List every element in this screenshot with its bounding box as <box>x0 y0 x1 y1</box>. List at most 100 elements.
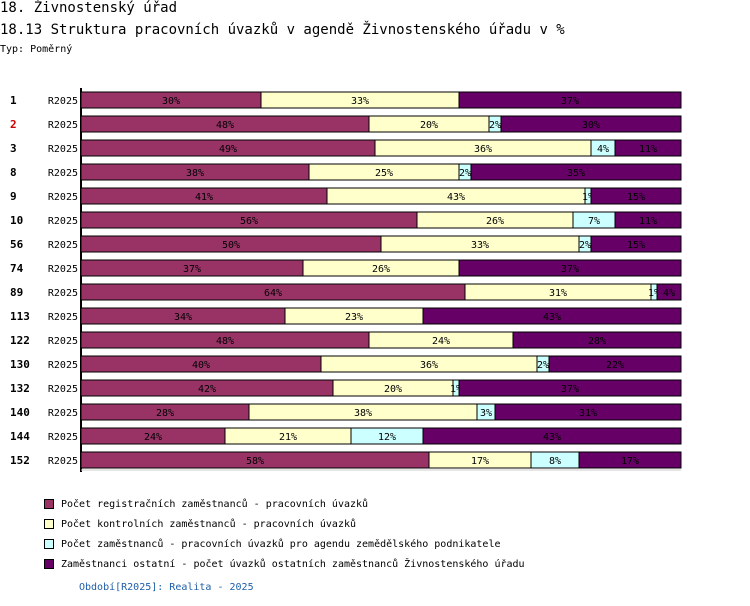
period-link[interactable]: Období[R2025]: Realita - 2025 <box>79 582 254 593</box>
data-label: 22% <box>606 360 624 371</box>
row-id-label: 3 <box>10 142 17 155</box>
data-label: 23% <box>345 312 363 323</box>
data-label: 50% <box>222 240 240 251</box>
bar-segment <box>458 259 682 277</box>
row-id-label: 140 <box>10 406 30 419</box>
data-label: 37% <box>561 384 579 395</box>
row-category-label: R2025 <box>48 264 78 275</box>
data-label: 26% <box>372 264 390 275</box>
legend-swatch <box>44 519 54 529</box>
data-label: 2% <box>489 120 501 131</box>
row-id-label: 2 <box>10 118 17 131</box>
data-label: 20% <box>420 120 438 131</box>
bar-segment <box>422 427 682 445</box>
row-category-label: R2025 <box>48 240 78 251</box>
row-id-label: 74 <box>10 262 24 275</box>
bar-segment <box>458 91 682 109</box>
data-label: 41% <box>195 192 213 203</box>
row-id-label: 144 <box>10 430 30 443</box>
data-label: 12% <box>378 432 396 443</box>
data-label: 48% <box>216 336 234 347</box>
legend-label: Počet kontrolních zaměstnanců - pracovní… <box>61 518 357 530</box>
data-label: 37% <box>561 264 579 275</box>
chart-title: 18. Živnostenský úřad <box>0 0 178 16</box>
data-label: 35% <box>567 168 585 179</box>
row-id-label: 1 <box>10 94 17 107</box>
row-id-label: 56 <box>10 238 24 251</box>
bar-segment <box>470 163 682 181</box>
row-category-label: R2025 <box>48 216 78 227</box>
row-category-label: R2025 <box>48 336 78 347</box>
data-label: 38% <box>354 408 372 419</box>
chart-legend: Počet registračních zaměstnanců - pracov… <box>44 494 525 574</box>
data-label: 15% <box>627 192 645 203</box>
data-label: 8% <box>549 456 561 467</box>
row-id-label: 9 <box>10 190 17 203</box>
data-label: 43% <box>543 432 561 443</box>
bar-segment <box>548 355 682 373</box>
legend-item-zemedelsky: Počet zaměstnanců - pracovních úvazků pr… <box>44 534 525 554</box>
legend-swatch <box>44 499 54 509</box>
chart-type-label: Typ: Poměrný <box>0 44 73 55</box>
bar-segment <box>512 331 682 349</box>
legend-label: Zaměstnanci ostatní - počet úvazků ostat… <box>61 558 525 570</box>
data-label: 25% <box>375 168 393 179</box>
row-id-label: 8 <box>10 166 17 179</box>
data-label: 1% <box>648 288 660 299</box>
row-id-label: 152 <box>10 454 30 467</box>
bar-segment <box>458 379 682 397</box>
data-label: 28% <box>156 408 174 419</box>
row-category-label: R2025 <box>48 96 78 107</box>
legend-label: Počet zaměstnanců - pracovních úvazků pr… <box>61 538 501 550</box>
data-label: 4% <box>597 144 609 155</box>
row-id-label: 122 <box>10 334 30 347</box>
data-label: 2% <box>459 168 471 179</box>
row-category-label: R2025 <box>48 456 78 467</box>
data-label: 17% <box>471 456 489 467</box>
row-id-label: 10 <box>10 214 23 227</box>
data-label: 24% <box>432 336 450 347</box>
data-label: 28% <box>588 336 606 347</box>
data-label: 11% <box>639 144 657 155</box>
data-label: 64% <box>264 288 282 299</box>
row-id-label: 89 <box>10 286 23 299</box>
data-label: 36% <box>420 360 438 371</box>
data-label: 31% <box>579 408 597 419</box>
row-category-label: R2025 <box>48 120 78 131</box>
data-label: 42% <box>198 384 216 395</box>
data-label: 37% <box>561 96 579 107</box>
data-label: 48% <box>216 120 234 131</box>
data-label: 26% <box>486 216 504 227</box>
legend-item-registracni: Počet registračních zaměstnanců - pracov… <box>44 494 525 514</box>
row-category-label: R2025 <box>48 432 78 443</box>
data-label: 4% <box>663 288 675 299</box>
row-category-label: R2025 <box>48 144 78 155</box>
legend-swatch <box>44 539 54 549</box>
data-label: 37% <box>183 264 201 275</box>
row-category-label: R2025 <box>48 408 78 419</box>
legend-item-kontrolni: Počet kontrolních zaměstnanců - pracovní… <box>44 514 525 534</box>
data-label: 2% <box>579 240 591 251</box>
data-label: 36% <box>474 144 492 155</box>
data-label: 40% <box>192 360 210 371</box>
data-label: 30% <box>162 96 180 107</box>
data-label: 24% <box>144 432 162 443</box>
data-label: 38% <box>186 168 204 179</box>
data-label: 11% <box>639 216 657 227</box>
data-label: 15% <box>627 240 645 251</box>
bar-segment <box>422 307 682 325</box>
legend-swatch <box>44 559 54 569</box>
data-label: 1% <box>582 192 594 203</box>
data-label: 21% <box>279 432 297 443</box>
data-label: 17% <box>621 456 639 467</box>
data-label: 34% <box>174 312 192 323</box>
data-label: 43% <box>543 312 561 323</box>
data-label: 7% <box>588 216 600 227</box>
bar-segment <box>500 115 682 133</box>
stacked-bar-chart: 1 R2025 30% 33% 37% 2 R2025 48% 20% 2% 30% 3 R2025 49… <box>10 88 682 472</box>
row-category-label: R2025 <box>48 192 78 203</box>
bar-segment <box>614 139 682 157</box>
bar-segment <box>590 235 682 253</box>
bar-segment <box>614 211 682 229</box>
bar-segment <box>578 451 682 469</box>
